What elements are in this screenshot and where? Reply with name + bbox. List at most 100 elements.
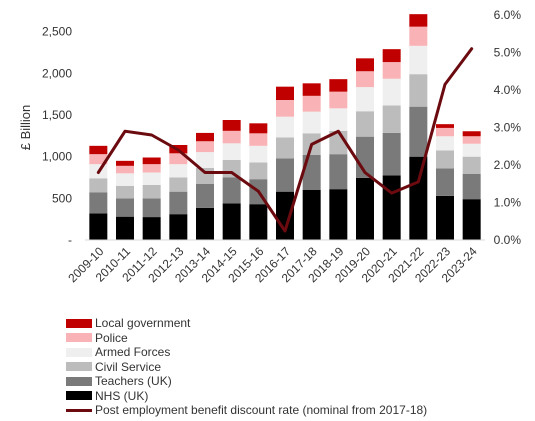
legend-swatch (66, 376, 92, 386)
y-tick-label: 500 (52, 191, 72, 205)
bar-segment (302, 83, 321, 96)
bar-segment (382, 49, 401, 63)
bar-segment (196, 132, 214, 142)
bar-segment (462, 199, 481, 240)
bar-segment (356, 71, 374, 88)
bar-segment (409, 74, 428, 107)
bar-segment (329, 91, 348, 109)
bar-segment (329, 79, 348, 92)
legend: Local government Police Armed Forces Civil … (66, 316, 526, 418)
bar-segment (382, 175, 401, 240)
legend-swatch (66, 362, 92, 371)
bar-segment (142, 217, 161, 240)
bar-segment (462, 173, 481, 200)
bar-segment (462, 136, 481, 144)
y2-tick-label: 1.0% (494, 196, 522, 210)
bar-segment (462, 143, 481, 157)
legend-swatch (66, 391, 92, 400)
legend-swatch (66, 347, 92, 357)
bar-segment (89, 145, 108, 155)
bar-segment (409, 156, 428, 240)
bar-segment (196, 183, 214, 208)
bar-segment (276, 158, 294, 192)
y2-tick-label: 6.0% (494, 8, 522, 22)
y2-tick-label: 5.0% (494, 46, 522, 60)
bar-segment (356, 111, 374, 137)
bar-segment (249, 145, 268, 163)
discount-rate-line (96, 47, 474, 233)
bar-segment (276, 100, 294, 117)
legend-label: Local government (95, 316, 191, 330)
bar-segment (116, 198, 134, 217)
bar-segment (222, 160, 241, 178)
chart-svg: - 500 1,000 1,500 2,000 2,500 0.0% 1.0% 2.0% 3.0… (18, 8, 522, 285)
bar-segment (142, 157, 161, 165)
y2-tick-label: 0.0% (494, 233, 522, 247)
bar-segment (196, 207, 214, 240)
bar-segment (116, 165, 134, 174)
bar-segment (276, 137, 294, 159)
bar-segment (196, 167, 214, 184)
bar-segment (382, 62, 401, 79)
bar-segment (116, 185, 134, 199)
bar-segment (89, 154, 108, 165)
bar-stacks (89, 14, 481, 240)
bar-segment (89, 178, 108, 193)
bar-segment (169, 191, 188, 215)
bar-segment (116, 160, 134, 166)
bar-segment (169, 164, 188, 178)
bar-segment (169, 214, 188, 240)
bar-segment (329, 189, 348, 240)
bar-segment (356, 177, 374, 240)
bar-segment (409, 14, 428, 27)
legend-label: Civil Service (95, 359, 162, 374)
bar-segment (382, 78, 401, 106)
bar-segment (276, 86, 294, 100)
y-tick-label: 1,000 (42, 150, 72, 164)
legend-item: Police (66, 331, 526, 345)
y-tick-label: - (68, 233, 72, 247)
bar-segment (302, 190, 321, 240)
x-axis: 2009-102010-112011-122012-132013-142014-… (65, 244, 480, 285)
bar-segment (409, 26, 428, 46)
bar-segment (382, 132, 401, 176)
legend-item: Civil Service (66, 360, 526, 374)
legend-label: Police (95, 330, 128, 345)
legend-label: Armed Forces (95, 345, 171, 359)
legend-swatch (66, 333, 92, 342)
bar-segment (116, 173, 134, 186)
left-y-axis: - 500 1,000 1,500 2,000 2,500 (42, 25, 72, 247)
bar-segment (116, 216, 134, 240)
bar-segment (196, 152, 214, 168)
y-tick-label: 2,000 (42, 66, 72, 80)
bar-segment (436, 168, 454, 196)
legend-label: Teachers (UK) (95, 374, 172, 388)
legend-item: NHS (UK) (66, 389, 526, 403)
y2-tick-label: 4.0% (494, 83, 522, 97)
y-axis-label: £ Billion (18, 105, 33, 151)
bar-segment (89, 213, 108, 240)
legend-item: Post employment benefit discount rate (n… (66, 403, 526, 417)
bar-segment (462, 156, 481, 174)
bar-segment (436, 150, 454, 169)
bar-segment (302, 111, 321, 134)
legend-label: Post employment benefit discount rate (n… (95, 403, 428, 417)
y-tick-label: 2,500 (42, 25, 72, 39)
y-tick-label: 1,500 (42, 108, 72, 122)
legend-label: NHS (UK) (95, 388, 149, 403)
bar-segment (249, 162, 268, 180)
bar-segment (222, 120, 241, 131)
legend-swatch (66, 408, 92, 412)
bar-segment (276, 191, 294, 240)
bar-segment (409, 45, 428, 75)
y2-tick-label: 3.0% (494, 121, 522, 135)
bar-segment (329, 108, 348, 131)
bar-segment (89, 192, 108, 214)
bar-segment (142, 185, 161, 199)
bar-segment (409, 106, 428, 157)
bar-segment (169, 177, 188, 192)
legend-item: Teachers (UK) (66, 374, 526, 388)
bar-segment (169, 153, 188, 165)
bar-segment (222, 130, 241, 144)
bar-segment (142, 198, 161, 218)
